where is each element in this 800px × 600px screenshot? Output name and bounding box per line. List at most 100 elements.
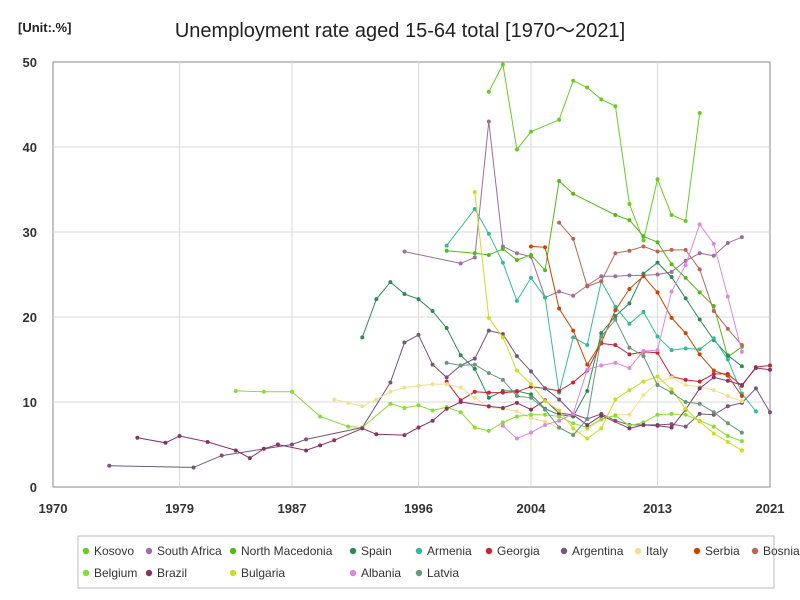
data-point-bulgaria — [627, 388, 632, 393]
data-point-bosnia-and-herzegovina — [725, 326, 730, 331]
data-point-brazil — [332, 438, 337, 443]
data-point-bosnia-and-herzegovina — [669, 247, 674, 252]
data-point-spain — [683, 296, 688, 301]
data-point-serbia — [613, 308, 618, 313]
data-point-belgium — [233, 388, 238, 393]
data-point-brazil — [275, 442, 280, 447]
data-point-south-africa — [669, 269, 674, 274]
data-point-belgium — [346, 424, 351, 429]
data-point-spain — [599, 331, 604, 336]
data-point-albania — [697, 222, 702, 227]
data-point-brazil — [135, 435, 140, 440]
data-point-argentina — [444, 375, 449, 380]
data-point-italy — [529, 416, 533, 421]
data-point-south-africa — [697, 251, 702, 256]
legend-marker — [349, 569, 357, 577]
data-point-south-africa — [486, 119, 491, 124]
data-point-latvia — [472, 362, 477, 367]
data-point-latvia — [641, 354, 646, 359]
legend-label: North Macedonia — [241, 544, 333, 558]
data-point-belgium — [514, 414, 519, 419]
data-point-latvia — [711, 410, 716, 415]
legend-label: Latvia — [427, 566, 459, 580]
data-point-georgia — [571, 380, 576, 385]
data-point-italy — [472, 395, 477, 400]
data-point-bosnia-and-herzegovina — [599, 279, 604, 284]
data-point-kosovo — [697, 111, 702, 115]
data-point-brazil — [669, 425, 674, 430]
legend-marker — [560, 547, 568, 555]
data-point-south-africa — [571, 293, 576, 298]
data-point-kosovo — [486, 89, 491, 94]
data-point-spain — [655, 260, 660, 265]
data-point-brazil — [304, 448, 309, 453]
data-point-belgium — [486, 428, 491, 433]
data-point-armenia — [641, 309, 646, 314]
legend-label: Bulgaria — [241, 566, 285, 580]
data-point-albania — [543, 422, 548, 427]
data-point-italy — [430, 382, 435, 387]
data-point-latvia — [683, 400, 688, 404]
series-line-argentina — [109, 330, 771, 468]
data-point-argentina — [191, 465, 196, 470]
data-point-italy — [725, 394, 730, 399]
data-point-georgia — [613, 343, 618, 348]
data-point-brazil — [177, 434, 182, 438]
data-point-armenia — [627, 321, 632, 326]
data-point-kosovo — [585, 85, 590, 90]
data-point-brazil — [430, 418, 435, 423]
data-point-georgia — [500, 390, 505, 395]
data-point-brazil — [655, 423, 660, 428]
data-point-belgium — [529, 412, 533, 417]
data-point-argentina — [683, 424, 688, 429]
data-point-latvia — [725, 421, 730, 426]
legend-label: Serbia — [705, 544, 740, 558]
data-point-south-africa — [725, 241, 730, 246]
data-point-georgia — [514, 389, 519, 394]
data-point-latvia — [500, 377, 505, 382]
series-line-serbia — [530, 245, 743, 397]
data-point-serbia — [655, 290, 660, 295]
data-point-georgia — [472, 389, 477, 394]
data-point-kosovo — [514, 147, 519, 152]
data-point-bosnia-and-herzegovina — [627, 248, 632, 253]
data-point-north-macedonia — [543, 268, 548, 273]
legend-marker — [415, 569, 423, 577]
data-point-belgium — [500, 420, 505, 425]
data-point-bosnia-and-herzegovina — [697, 267, 702, 272]
x-tick-label: 2013 — [643, 501, 672, 516]
data-point-argentina — [304, 437, 309, 442]
data-point-armenia — [500, 260, 505, 265]
data-point-bulgaria — [486, 315, 491, 320]
legend-marker — [229, 569, 237, 577]
data-point-albania — [529, 430, 533, 435]
data-point-belgium — [290, 389, 294, 394]
data-point-kosovo — [683, 218, 688, 223]
x-tick-label: 2021 — [756, 501, 785, 516]
series-line-south-africa — [404, 121, 743, 299]
data-point-albania — [585, 367, 590, 372]
data-point-brazil — [205, 439, 210, 444]
data-point-bosnia-and-herzegovina — [711, 309, 716, 314]
y-tick-label: 30 — [23, 225, 37, 240]
data-point-belgium — [557, 414, 562, 419]
data-point-armenia — [697, 347, 702, 352]
data-point-spain — [669, 275, 674, 280]
data-point-south-africa — [514, 251, 519, 256]
data-point-kosovo — [500, 62, 505, 67]
data-point-italy — [627, 412, 632, 417]
data-point-serbia — [585, 362, 590, 367]
data-point-kosovo — [641, 238, 646, 243]
data-point-brazil — [641, 422, 646, 427]
data-point-italy — [374, 397, 379, 402]
data-point-italy — [444, 382, 449, 387]
data-point-italy — [360, 404, 365, 409]
data-point-armenia — [571, 335, 576, 340]
data-point-north-macedonia — [444, 248, 449, 253]
data-point-belgium — [683, 412, 688, 417]
data-point-armenia — [444, 243, 449, 248]
data-point-spain — [486, 395, 491, 400]
data-point-italy — [711, 388, 716, 393]
data-point-bulgaria — [655, 374, 660, 379]
data-point-bosnia-and-herzegovina — [571, 236, 576, 241]
